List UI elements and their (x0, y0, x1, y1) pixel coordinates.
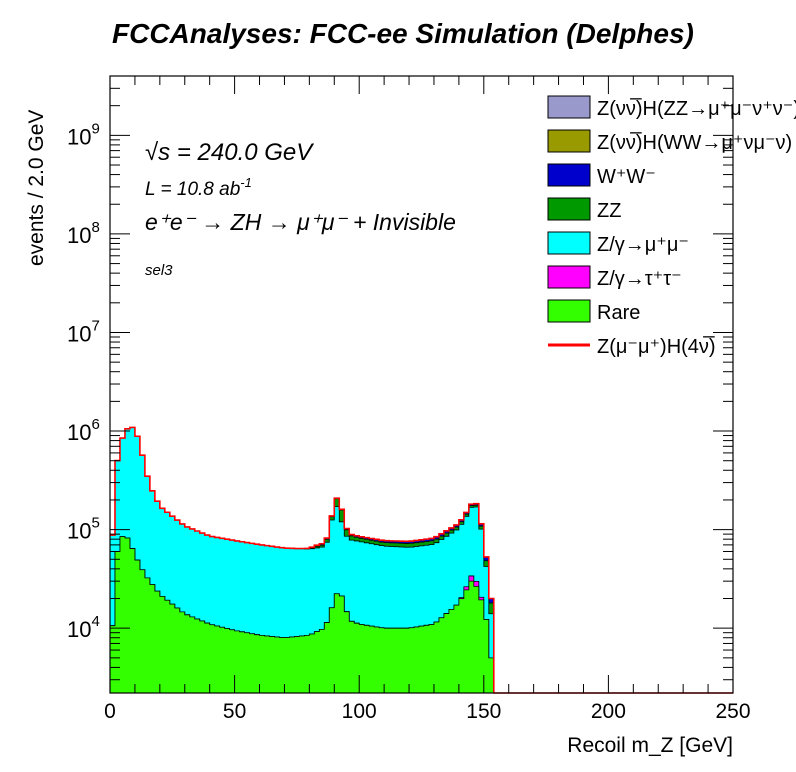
legend-swatch (547, 95, 591, 119)
legend: Z(νν̅)H(ZZ→μ⁺μ⁻ν⁺ν⁻) Z(νν̅)H(WW→μ⁺νμ⁻ν) W⁺… (547, 95, 796, 358)
x-tick-label: 100 (342, 700, 377, 723)
y-tick-label: 107 (67, 317, 100, 346)
process-annotation: e⁺e⁻ → ZH → μ⁺μ⁻ + Invisible (145, 209, 456, 235)
legend-entry: Z/γ→μ⁺μ⁻ (547, 231, 689, 256)
axes: 0 50 100 150 200 250 104 105 106 107 108 109 (67, 75, 751, 723)
y-tick-label: 106 (67, 416, 100, 445)
x-axis-label: Recoil m_Z [GeV] (567, 734, 733, 757)
y-tick-label: 108 (67, 219, 100, 248)
legend-entry: Rare (547, 299, 640, 324)
y-tick-label: 105 (67, 515, 100, 544)
legend-label: Z(μ⁻μ⁺)H(4ν̅) (597, 335, 716, 358)
selection-annotation: sel3 (145, 262, 173, 279)
legend-entry: Z(νν̅)H(ZZ→μ⁺μ⁻ν⁺ν⁻) (547, 95, 796, 120)
legend-label: W⁺W⁻ (597, 166, 656, 188)
x-tick-label: 250 (715, 700, 750, 723)
legend-swatch (547, 197, 591, 221)
luminosity-value: L = 10.8 ab (145, 179, 240, 200)
x-tick-label: 0 (104, 700, 116, 723)
legend-swatch (547, 231, 591, 255)
legend-label: Z(νν̅)H(WW→μ⁺νμ⁻ν) (597, 131, 792, 154)
legend-swatch (547, 265, 591, 289)
histogram-stack (109, 426, 733, 694)
chart-title: FCCAnalyses: FCC-ee Simulation (Delphes) (112, 18, 694, 49)
y-tick-label: 109 (67, 120, 100, 149)
y-axis-label: events / 2.0 GeV (25, 110, 48, 266)
legend-entry: ZZ (547, 197, 621, 222)
legend-entry: Z(μ⁻μ⁺)H(4ν̅) (548, 335, 716, 358)
legend-swatch (547, 299, 591, 323)
legend-label: Rare (597, 302, 640, 324)
luminosity-exponent: -1 (240, 175, 252, 190)
legend-label: ZZ (597, 200, 621, 222)
x-tick-label: 150 (466, 700, 501, 723)
legend-label: Z(νν̅)H(ZZ→μ⁺μ⁻ν⁺ν⁻) (597, 97, 796, 120)
legend-label: Z/γ→μ⁺μ⁻ (597, 234, 689, 256)
x-tick-label: 200 (591, 700, 626, 723)
legend-label: Z/γ→τ⁺τ⁻ (597, 268, 682, 290)
luminosity-annotation: L = 10.8 ab-1 (145, 175, 252, 200)
legend-swatch (547, 129, 591, 153)
legend-entry: Z/γ→τ⁺τ⁻ (547, 265, 682, 290)
legend-swatch (547, 163, 591, 187)
legend-entry: W⁺W⁻ (547, 163, 656, 188)
y-tick-label: 104 (67, 613, 100, 642)
legend-entry: Z(νν̅)H(WW→μ⁺νμ⁻ν) (547, 129, 792, 154)
sqrt-s-annotation: √s = 240.0 GeV (145, 139, 314, 166)
x-tick-label: 50 (223, 700, 246, 723)
